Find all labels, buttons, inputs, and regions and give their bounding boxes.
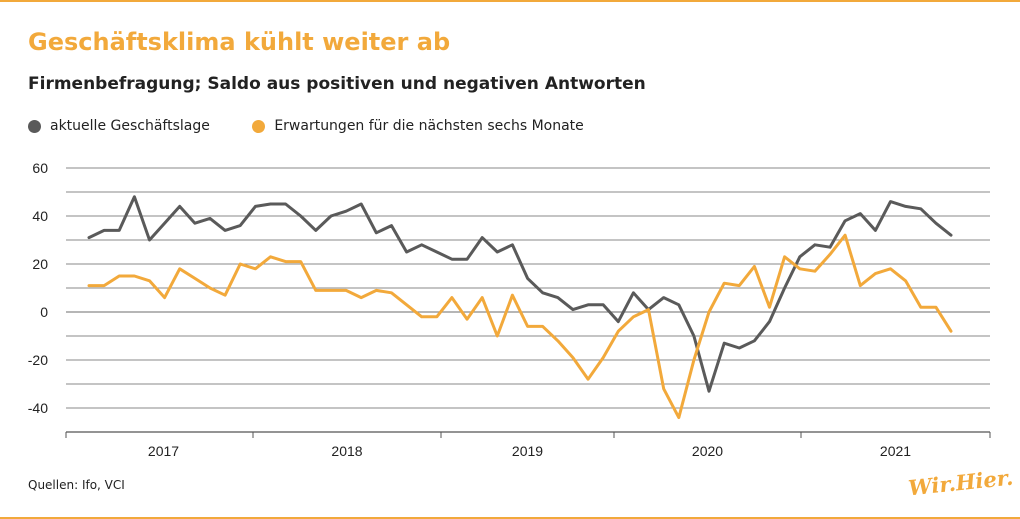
legend-item-geschaeftslage: aktuelle Geschäftslage bbox=[28, 118, 210, 134]
y-tick-label: 40 bbox=[32, 208, 48, 224]
y-axis-ticks: 60 40 20 0 -20 -40 bbox=[28, 160, 48, 416]
y-tick-label: 20 bbox=[32, 256, 48, 272]
series-line-geschaeftslage bbox=[87, 195, 953, 393]
gridlines bbox=[66, 167, 990, 433]
x-axis-ticks: 2017 2018 2019 2020 2021 bbox=[65, 432, 991, 459]
bottom-border bbox=[0, 517, 1020, 519]
x-tick-label: 2019 bbox=[512, 443, 543, 459]
x-tick-label: 2020 bbox=[692, 443, 723, 459]
chart-title: Geschäftsklima kühlt weiter ab bbox=[28, 28, 451, 56]
x-tick-label: 2017 bbox=[148, 443, 179, 459]
legend-label-geschaeftslage: aktuelle Geschäftslage bbox=[50, 118, 210, 134]
legend-dot-icon bbox=[252, 119, 266, 133]
legend-item-erwartungen: Erwartungen für die nächsten sechs Monat… bbox=[252, 118, 584, 134]
legend: aktuelle Geschäftslage Erwartungen für d… bbox=[28, 118, 622, 137]
x-tick-label: 2018 bbox=[331, 443, 362, 459]
y-tick-label: -20 bbox=[28, 352, 48, 368]
chart-subtitle: Firmenbefragung; Saldo aus positiven und… bbox=[28, 74, 646, 94]
source-note: Quellen: Ifo, VCI bbox=[28, 478, 125, 492]
x-tick-label: 2021 bbox=[880, 443, 911, 459]
y-tick-label: 0 bbox=[40, 304, 48, 320]
legend-dot-icon bbox=[28, 119, 41, 133]
y-tick-label: 60 bbox=[32, 160, 48, 176]
series-lines bbox=[87, 195, 953, 420]
top-border bbox=[0, 0, 1020, 2]
legend-label-erwartungen: Erwartungen für die nächsten sechs Monat… bbox=[274, 118, 584, 134]
series-line-erwartungen bbox=[87, 233, 953, 420]
y-tick-label: -40 bbox=[28, 400, 48, 416]
